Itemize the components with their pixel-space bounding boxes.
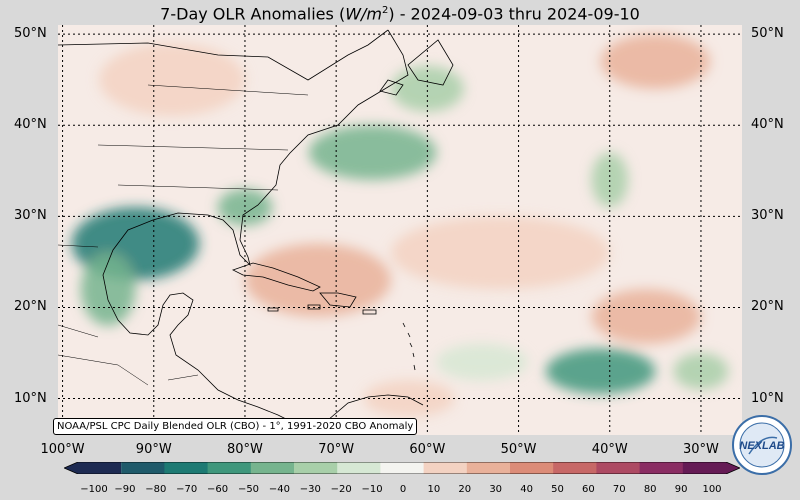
lat-label-right: 40°N	[751, 117, 784, 133]
colorbar-swatch	[596, 462, 641, 474]
anomaly-region-9	[244, 243, 391, 317]
lat-label-right: 30°N	[751, 208, 784, 224]
colorbar-swatch	[510, 462, 554, 474]
colorbar-tick-label: 0	[399, 484, 407, 495]
colorbar-tick-label: 50	[551, 484, 564, 495]
colorbar-swatch	[207, 462, 252, 474]
colorbar-tick-label: 90	[674, 484, 688, 495]
colorbar-swatch	[337, 462, 381, 474]
lat-label-left: 30°N	[14, 208, 47, 224]
colorbar-swatch	[423, 462, 468, 474]
colorbar-tick-label: 30	[489, 484, 503, 495]
anomaly-region-6	[545, 348, 656, 394]
colorbar-swatch	[121, 462, 165, 474]
anomaly-region-4	[390, 66, 464, 112]
lat-label-right: 10°N	[751, 390, 784, 406]
colorbar-swatch	[64, 462, 122, 474]
colorbar-tick-label: −80	[145, 484, 167, 495]
anomaly-region-3	[308, 125, 437, 180]
anomaly-region-13	[99, 43, 245, 117]
lon-label: 60°W	[409, 442, 446, 457]
colorbar-swatch	[553, 462, 597, 474]
colorbar-tick-label: −40	[268, 484, 290, 495]
anomaly-region-1	[80, 252, 136, 326]
lon-label: 90°W	[135, 442, 172, 457]
lat-label-left: 40°N	[14, 117, 47, 133]
lon-label: 30°W	[683, 442, 719, 457]
colorbar-tick-label: 100	[702, 484, 722, 495]
lat-label-left: 20°N	[14, 299, 47, 315]
nexlab-logo-icon: NEXLAB	[732, 415, 792, 475]
title-suffix: ) - 2024-09-03 thru 2024-09-10	[388, 4, 640, 24]
lon-label: 40°W	[591, 442, 628, 457]
colorbar-tick-label: 70	[612, 484, 626, 495]
colorbar-swatch	[294, 462, 338, 474]
colorbar-swatch	[639, 462, 684, 474]
lon-label: 80°W	[227, 442, 263, 457]
colorbar-tick-label: −60	[207, 484, 229, 495]
anomaly-map	[58, 25, 742, 435]
anomaly-region-8	[436, 343, 528, 381]
lat-label-left: 50°N	[14, 26, 47, 42]
title-unit-exponent: 2	[381, 5, 389, 16]
colorbar-tick-label: −20	[330, 484, 352, 495]
anomaly-region-12	[591, 289, 701, 344]
lat-label-right: 20°N	[751, 299, 784, 315]
title-unit: W/m	[345, 4, 382, 24]
graticule	[58, 25, 742, 435]
colorbar-tick-label: −70	[176, 484, 198, 495]
colorbar-tick-label: 80	[643, 484, 657, 495]
anomaly-region-2	[217, 189, 273, 226]
lat-label-left: 10°N	[14, 390, 47, 406]
colorbar-tick-label: 10	[427, 484, 441, 495]
colorbar-swatch	[466, 462, 511, 474]
map-canvas	[58, 25, 742, 435]
colorbar-tick-label: 20	[458, 484, 472, 495]
colorbar-swatch	[250, 462, 295, 474]
lat-label-right: 50°N	[751, 26, 784, 42]
colorbar-swatch	[380, 462, 425, 474]
colorbar-tick-label: 40	[520, 484, 533, 495]
anomaly-region-10	[390, 216, 610, 290]
colorbar-tick-label: −10	[361, 484, 383, 495]
colorbar-tick-label: −90	[114, 484, 136, 495]
svg-text:NEXLAB: NEXLAB	[739, 440, 784, 452]
colorbar-swatch	[682, 462, 740, 474]
map-title: 7-Day OLR Anomalies (W/m2) - 2024-09-03 …	[0, 0, 800, 25]
anomaly-region-5	[591, 152, 628, 208]
colorbar-tick-label: −30	[299, 484, 321, 495]
anomaly-region-11	[600, 34, 711, 89]
colorbar-tick-label: −100	[80, 484, 108, 495]
colorbar-tick-label: 60	[582, 484, 595, 495]
anomaly-field	[71, 34, 729, 417]
lon-label: 70°W	[318, 442, 355, 457]
lon-label: 50°W	[500, 442, 537, 457]
colorbar-tick-label: −50	[237, 484, 260, 495]
colorbar	[64, 462, 740, 474]
title-prefix: 7-Day OLR Anomalies (	[160, 4, 346, 24]
data-source-credit: NOAA/PSL CPC Daily Blended OLR (CBO) - 1…	[53, 418, 418, 435]
lon-label: 100°W	[40, 442, 85, 457]
colorbar-swatch	[164, 462, 209, 474]
